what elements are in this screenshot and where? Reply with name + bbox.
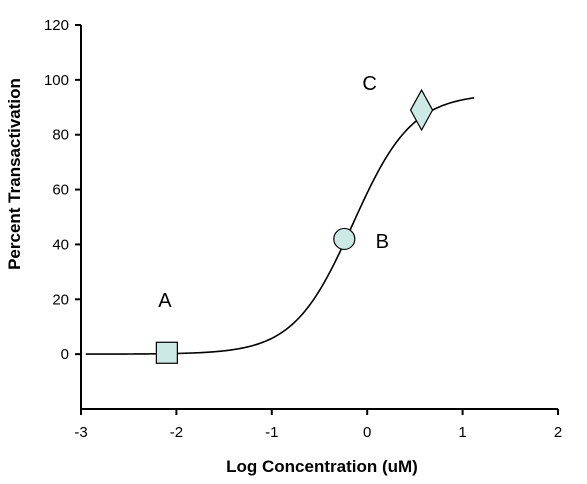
x-axis-title: Log Concentration (uM) (226, 457, 418, 476)
point-label-c: C (362, 73, 376, 95)
point-label-a: A (158, 290, 172, 312)
x-tick-label: -1 (265, 424, 278, 441)
y-tick-label: 60 (52, 182, 69, 199)
y-tick-label: 20 (52, 291, 69, 308)
y-axis-title: Percent Transactivation (5, 78, 24, 270)
y-tick-label: 120 (44, 17, 69, 34)
x-tick-label: -3 (74, 424, 87, 441)
y-tick-label: 40 (52, 236, 69, 253)
y-tick-label: 0 (61, 346, 69, 363)
x-tick-label: 0 (363, 424, 371, 441)
x-tick-label: 2 (554, 424, 562, 441)
plot-area: A B C (85, 73, 475, 364)
y-axis: 0 20 40 60 80 100 120 (44, 17, 82, 409)
y-tick-label: 100 (44, 72, 69, 89)
point-c-diamond-marker (409, 88, 434, 132)
x-tick-label: 1 (458, 424, 466, 441)
point-label-b: B (376, 231, 389, 253)
dose-response-curve (85, 97, 475, 355)
x-tick-label: -2 (170, 424, 183, 441)
x-axis: -3 -2 -1 0 1 2 (74, 408, 562, 441)
point-b-circle-marker (333, 227, 356, 251)
point-a-square-marker (155, 341, 178, 364)
y-tick-label: 80 (52, 127, 69, 144)
